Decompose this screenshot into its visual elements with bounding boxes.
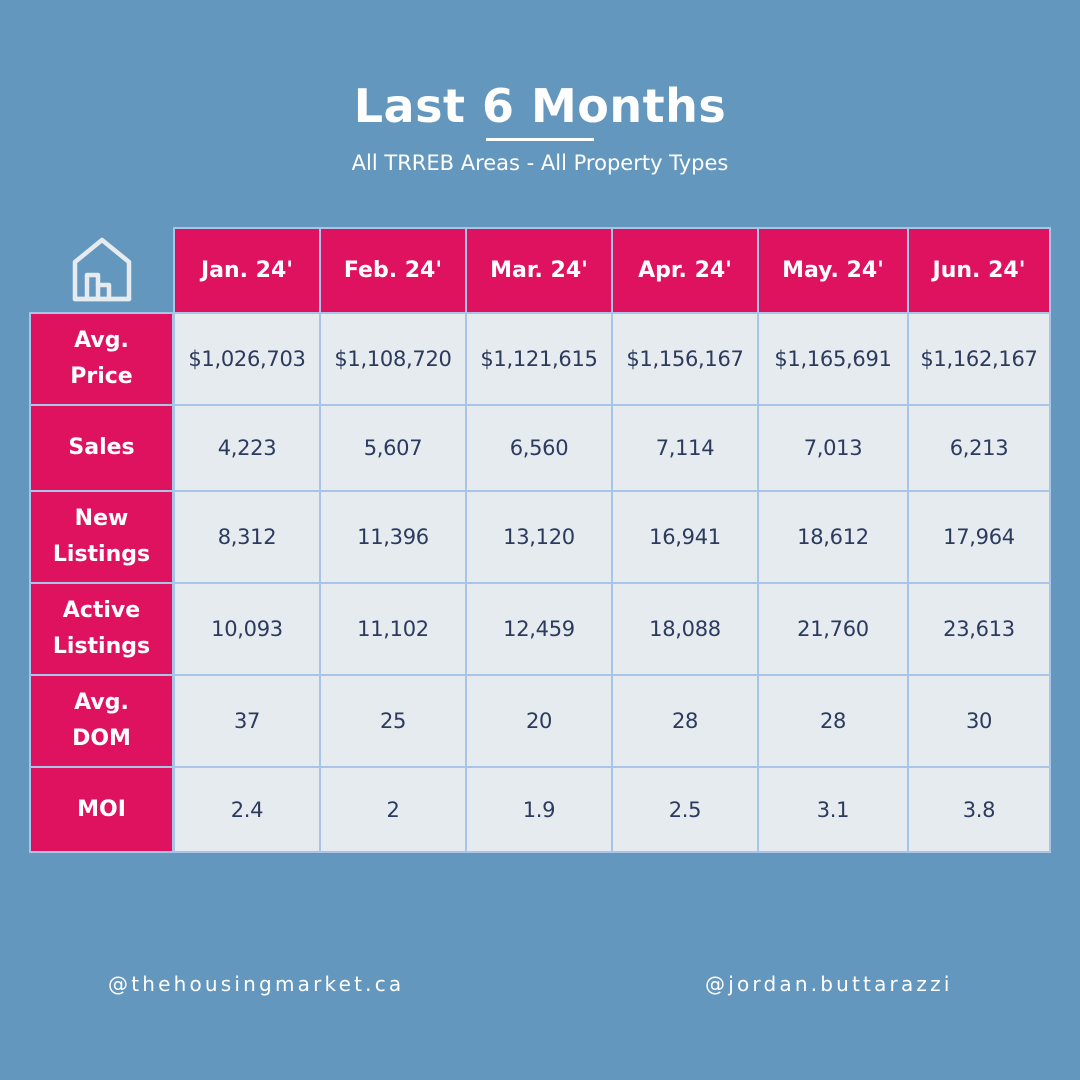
table-cell: 20 (465, 674, 613, 768)
footer-handle-right: @jordan.buttarazzi (705, 972, 953, 996)
title-underline (486, 138, 594, 141)
column-header-mar: Mar. 24' (465, 227, 613, 314)
table-cell: $1,162,167 (907, 312, 1051, 406)
table-cell: 25 (319, 674, 467, 768)
table-cell: $1,121,615 (465, 312, 613, 406)
table-cell: 28 (757, 674, 909, 768)
house-icon (72, 237, 132, 301)
table-cell: 6,213 (907, 404, 1051, 492)
table-cell: 6,560 (465, 404, 613, 492)
table-cell: $1,026,703 (173, 312, 321, 406)
table-cell: 7,013 (757, 404, 909, 492)
row-label-avg-dom: Avg. DOM (29, 674, 174, 768)
table-cell: 12,459 (465, 582, 613, 676)
table-cell: 3.8 (907, 766, 1051, 853)
table-cell: 10,093 (173, 582, 321, 676)
table-cell: 4,223 (173, 404, 321, 492)
table-cell: 30 (907, 674, 1051, 768)
page-subtitle: All TRREB Areas - All Property Types (351, 151, 729, 175)
table-cell: 23,613 (907, 582, 1051, 676)
table-cell: 3.1 (757, 766, 909, 853)
table-cell: 18,612 (757, 490, 909, 584)
footer-handle-left: @thehousingmarket.ca (108, 972, 405, 996)
table-cell: 7,114 (611, 404, 759, 492)
table-cell: 21,760 (757, 582, 909, 676)
table-cell: 2.5 (611, 766, 759, 853)
table-cell: 18,088 (611, 582, 759, 676)
table-cell: 16,941 (611, 490, 759, 584)
table-cell: 37 (173, 674, 321, 768)
row-label-sales: Sales (29, 404, 174, 492)
page-title: Last 6 Months (353, 79, 727, 133)
table-cell: 13,120 (465, 490, 613, 584)
column-header-jun: Jun. 24' (907, 227, 1051, 314)
table-cell: 11,102 (319, 582, 467, 676)
table-cell: 8,312 (173, 490, 321, 584)
table-cell: $1,165,691 (757, 312, 909, 406)
table-cell: 2.4 (173, 766, 321, 853)
table-corner (29, 227, 173, 312)
row-label-avg-price: Avg. Price (29, 312, 174, 406)
table-cell: $1,108,720 (319, 312, 467, 406)
table-cell: 2 (319, 766, 467, 853)
row-label-new-listings: New Listings (29, 490, 174, 584)
market-stats-table: Jan. 24' Feb. 24' Mar. 24' Apr. 24' May.… (29, 227, 1051, 853)
table-cell: 5,607 (319, 404, 467, 492)
column-header-feb: Feb. 24' (319, 227, 467, 314)
column-header-jan: Jan. 24' (173, 227, 321, 314)
column-header-may: May. 24' (757, 227, 909, 314)
table-cell: 11,396 (319, 490, 467, 584)
column-header-apr: Apr. 24' (611, 227, 759, 314)
table-cell: 17,964 (907, 490, 1051, 584)
table-cell: 28 (611, 674, 759, 768)
row-label-active-listings: Active Listings (29, 582, 174, 676)
row-label-moi: MOI (29, 766, 174, 853)
table-cell: 1.9 (465, 766, 613, 853)
table-cell: $1,156,167 (611, 312, 759, 406)
